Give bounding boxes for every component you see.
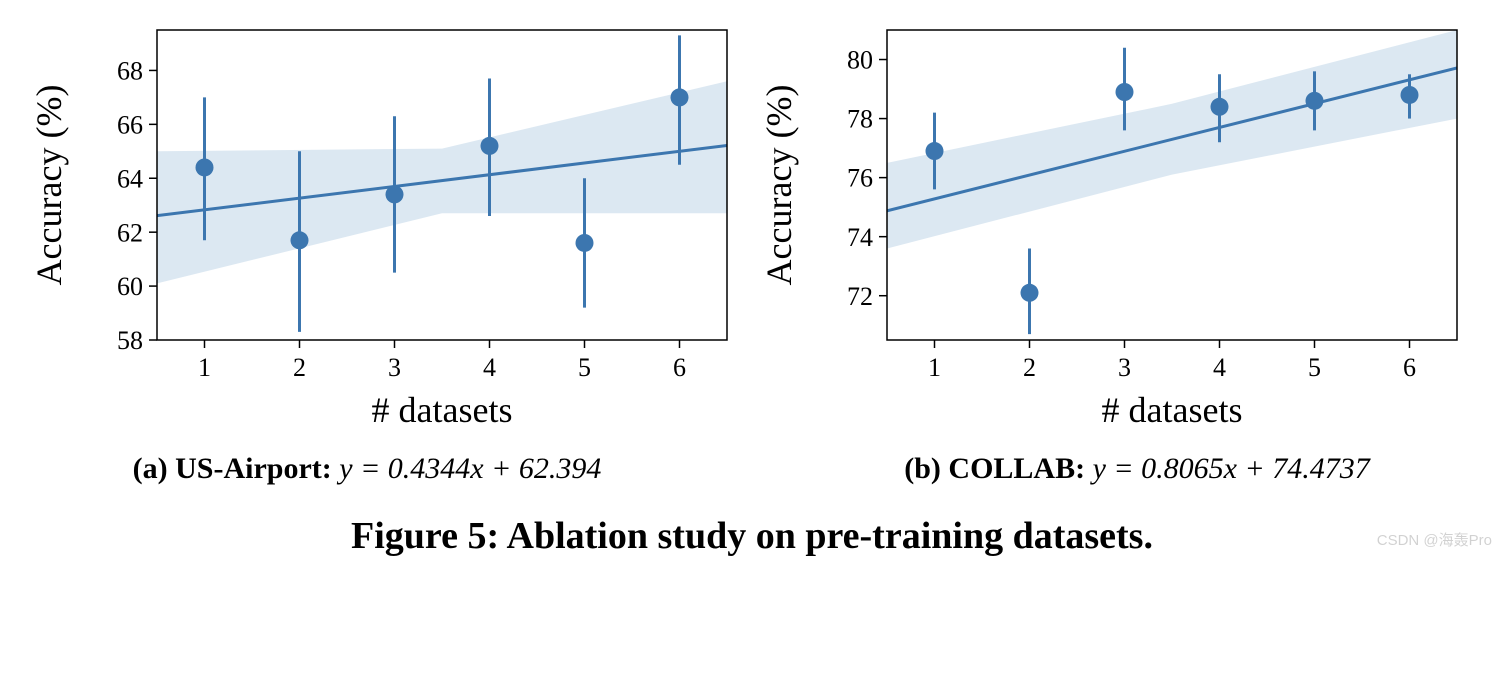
- subcaption-b: (b) COLLAB: y = 0.8065x + 74.4737: [777, 452, 1497, 486]
- subcaption-b-equation: y = 0.8065x + 74.4737: [1093, 452, 1370, 485]
- figure-container: 123456586062646668# datasetsAccuracy (%)…: [0, 0, 1504, 558]
- svg-text:80: 80: [847, 46, 873, 75]
- svg-text:64: 64: [117, 164, 143, 193]
- watermark-text: CSDN @海轰Pro: [1377, 529, 1492, 550]
- svg-text:72: 72: [847, 282, 873, 311]
- subcaption-a-label: (a) US-Airport:: [133, 452, 340, 485]
- svg-text:3: 3: [388, 353, 401, 382]
- svg-text:78: 78: [847, 105, 873, 134]
- svg-text:66: 66: [117, 110, 143, 139]
- svg-text:5: 5: [1308, 353, 1321, 382]
- panel-a: 123456586062646668# datasetsAccuracy (%): [27, 10, 747, 440]
- svg-text:58: 58: [117, 326, 143, 355]
- figure-main-caption: Figure 5: Ablation study on pre-training…: [0, 514, 1504, 558]
- svg-text:2: 2: [1023, 353, 1036, 382]
- svg-text:60: 60: [117, 272, 143, 301]
- svg-text:62: 62: [117, 218, 143, 247]
- svg-text:4: 4: [483, 353, 496, 382]
- svg-text:68: 68: [117, 57, 143, 86]
- svg-text:# datasets: # datasets: [372, 390, 513, 430]
- panel-b: 1 2 3 4 5 6 72 74 76 78 80 # datasets Accuracy (%): [757, 10, 1477, 440]
- svg-text:76: 76: [847, 164, 873, 193]
- svg-text:6: 6: [673, 353, 686, 382]
- svg-text:4: 4: [1213, 353, 1226, 382]
- svg-text:5: 5: [578, 353, 591, 382]
- svg-text:1: 1: [198, 353, 211, 382]
- svg-text:6: 6: [1403, 353, 1416, 382]
- subcaption-a-equation: y = 0.4344x + 62.394: [339, 452, 601, 485]
- chart-b: 1 2 3 4 5 6 72 74 76 78 80 # datasets Accuracy (%): [757, 10, 1477, 440]
- svg-text:Accuracy (%): Accuracy (%): [759, 85, 799, 286]
- subcaption-b-label: (b) COLLAB:: [904, 452, 1092, 485]
- svg-text:1: 1: [928, 353, 941, 382]
- svg-text:2: 2: [293, 353, 306, 382]
- svg-text:# datasets: # datasets: [1102, 390, 1243, 430]
- subcaption-a: (a) US-Airport: y = 0.4344x + 62.394: [7, 452, 727, 486]
- panels-row: 123456586062646668# datasetsAccuracy (%)…: [0, 0, 1504, 440]
- chart-a: 123456586062646668# datasetsAccuracy (%): [27, 10, 747, 440]
- svg-text:Accuracy (%): Accuracy (%): [29, 85, 69, 286]
- svg-text:74: 74: [847, 223, 873, 252]
- svg-text:3: 3: [1118, 353, 1131, 382]
- subcaptions-row: (a) US-Airport: y = 0.4344x + 62.394 (b)…: [0, 452, 1504, 486]
